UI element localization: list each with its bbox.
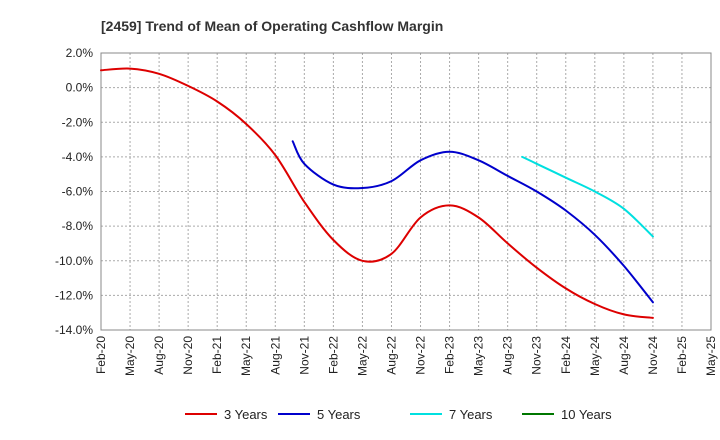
y-tick-label: -10.0% xyxy=(55,254,93,268)
x-tick-label: Feb-22 xyxy=(326,336,340,374)
x-tick-label: May-22 xyxy=(355,336,369,376)
y-tick-label: -12.0% xyxy=(55,288,93,302)
x-tick-label: Aug-20 xyxy=(152,336,166,375)
x-tick-label: Feb-21 xyxy=(210,336,224,374)
x-tick-label: May-23 xyxy=(472,336,486,376)
series-line-3-years xyxy=(100,67,654,319)
legend-item-3-years: 3 Years xyxy=(185,407,268,422)
x-tick-label: Nov-21 xyxy=(297,336,311,375)
y-tick-label: 0.0% xyxy=(66,81,94,95)
x-tick-label: Aug-21 xyxy=(268,336,282,375)
legend-item-10-years: 10 Years xyxy=(522,407,612,422)
chart-title: [2459] Trend of Mean of Operating Cashfl… xyxy=(101,18,443,34)
legend-label: 10 Years xyxy=(561,407,612,422)
y-tick-label: -2.0% xyxy=(62,115,94,129)
x-tick-label: Feb-20 xyxy=(94,336,108,374)
series-lines xyxy=(100,67,654,319)
x-tick-label: Aug-22 xyxy=(384,336,398,375)
grid xyxy=(100,52,712,331)
x-tick-label: Nov-23 xyxy=(530,336,544,375)
x-tick-label: May-21 xyxy=(239,336,253,376)
series-line-7-years xyxy=(521,155,654,238)
x-tick-label: Feb-23 xyxy=(443,336,457,374)
x-tick-label: Nov-24 xyxy=(646,336,660,375)
legend-label: 7 Years xyxy=(449,407,493,422)
y-tick-label: 2.0% xyxy=(66,46,94,60)
y-tick-label: -14.0% xyxy=(55,323,93,337)
x-tick-label: Feb-24 xyxy=(559,336,573,374)
x-tick-label: May-20 xyxy=(123,336,137,376)
legend-item-7-years: 7 Years xyxy=(410,407,493,422)
x-tick-label: May-24 xyxy=(588,336,602,376)
y-tick-label: -4.0% xyxy=(62,150,94,164)
x-tick-label: Aug-23 xyxy=(501,336,515,375)
x-tick-label: May-25 xyxy=(704,336,718,376)
legend: 3 Years 5 Years 7 Years 10 Years xyxy=(185,407,612,422)
x-axis: Feb-20 May-20 Aug-20 Nov-20 Feb-21 May-21 Aug-… xyxy=(94,336,718,376)
y-tick-label: -8.0% xyxy=(62,219,94,233)
legend-label: 5 Years xyxy=(317,407,361,422)
plot-frame xyxy=(100,52,712,331)
x-tick-label: Feb-25 xyxy=(675,336,689,374)
y-axis: 2.0% 0.0% -2.0% -4.0% -6.0% -8.0% -10.0% -12.0%… xyxy=(55,46,93,337)
legend-item-5-years: 5 Years xyxy=(278,407,361,422)
x-tick-label: Aug-24 xyxy=(617,336,631,375)
x-tick-label: Nov-22 xyxy=(414,336,428,375)
y-tick-label: -6.0% xyxy=(62,185,94,199)
series-line-5-years xyxy=(291,140,654,304)
legend-label: 3 Years xyxy=(224,407,268,422)
x-tick-label: Nov-20 xyxy=(181,336,195,375)
